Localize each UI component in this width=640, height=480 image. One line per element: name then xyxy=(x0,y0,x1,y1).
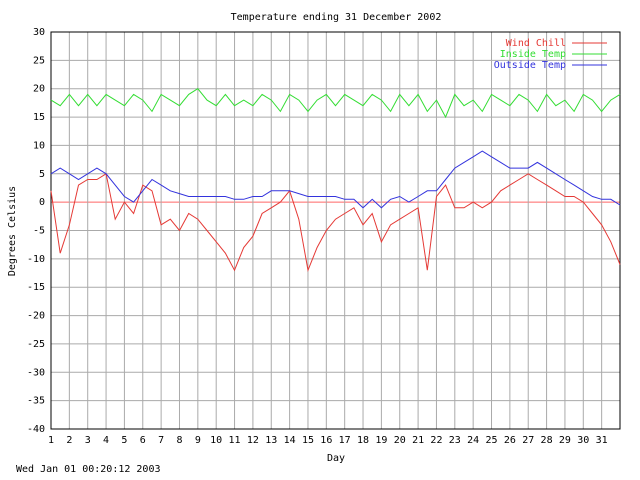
y-tick-label: -25 xyxy=(27,339,45,350)
x-tick-label: 27 xyxy=(522,435,534,446)
series-line-wind-chill xyxy=(50,172,621,273)
series-line-inside-temp xyxy=(50,88,621,119)
y-tick-label: -5 xyxy=(33,226,45,237)
y-axis-label: Degrees Celsius xyxy=(7,186,18,276)
x-axis-label: Day xyxy=(327,453,345,464)
x-tick-label: 20 xyxy=(394,435,406,446)
series-line-outside-temp xyxy=(50,150,621,209)
y-tick-label: 10 xyxy=(33,140,45,151)
y-tick-label: -35 xyxy=(27,396,45,407)
y-tick-label: 0 xyxy=(39,197,45,208)
chart-title: Temperature ending 31 December 2002 xyxy=(231,12,442,23)
x-tick-label: 21 xyxy=(412,435,424,446)
x-tick-label: 24 xyxy=(467,435,479,446)
x-tick-label: 9 xyxy=(195,435,201,446)
x-tick-label: 17 xyxy=(339,435,351,446)
x-tick-label: 6 xyxy=(140,435,146,446)
y-tick-label: 15 xyxy=(33,112,45,123)
x-tick-label: 18 xyxy=(357,435,369,446)
x-tick-label: 19 xyxy=(375,435,387,446)
x-tick-label: 23 xyxy=(449,435,461,446)
series-layer xyxy=(50,88,621,273)
plot-frame xyxy=(50,31,621,430)
x-tick-label: 2 xyxy=(66,435,72,446)
x-tick-label: 29 xyxy=(559,435,571,446)
x-tick-label: 8 xyxy=(176,435,182,446)
y-tick-label: 20 xyxy=(33,84,45,95)
x-tick-label: 5 xyxy=(121,435,127,446)
x-tick-label: 28 xyxy=(541,435,553,446)
grid xyxy=(50,31,620,430)
x-tick-label: 16 xyxy=(320,435,332,446)
y-tick-labels: 30 25 20 15 10 5 0 -5 -10 -15 -20 -25 -30 -35 -40 xyxy=(27,27,45,435)
x-tick-label: 1 xyxy=(48,435,54,446)
x-tick-label: 7 xyxy=(158,435,164,446)
y-tick-label: 30 xyxy=(33,27,45,38)
timestamp-footer: Wed Jan 01 00:20:12 2003 xyxy=(16,464,161,475)
x-tick-label: 3 xyxy=(85,435,91,446)
y-tick-label: 5 xyxy=(39,169,45,180)
x-tick-label: 4 xyxy=(103,435,109,446)
x-tick-label: 13 xyxy=(265,435,277,446)
y-tick-label: 25 xyxy=(33,55,45,66)
x-tick-label: 22 xyxy=(430,435,442,446)
legend-label-wind-chill: Wind Chill xyxy=(506,38,566,49)
x-tick-label: 15 xyxy=(302,435,314,446)
y-tick-label: -30 xyxy=(27,367,45,378)
x-tick-label: 11 xyxy=(229,435,241,446)
y-tick-label: -40 xyxy=(27,424,45,435)
x-tick-label: 10 xyxy=(210,435,222,446)
x-tick-label: 25 xyxy=(485,435,497,446)
y-tick-label: -10 xyxy=(27,254,45,265)
x-tick-label: 30 xyxy=(577,435,589,446)
y-tick-label: -15 xyxy=(27,282,45,293)
legend-label-inside-temp: Inside Temp xyxy=(500,49,566,60)
x-tick-labels: 1 2 3 4 5 6 7 8 9 10 11 12 13 14 15 16 17 18 19 20 21 22 23 24 2… xyxy=(48,435,608,446)
x-tick-label: 14 xyxy=(284,435,296,446)
y-tick-label: -20 xyxy=(27,311,45,322)
x-tick-label: 31 xyxy=(596,435,608,446)
x-tick-label: 26 xyxy=(504,435,516,446)
x-tick-label: 12 xyxy=(247,435,259,446)
legend-label-outside-temp: Outside Temp xyxy=(494,60,566,71)
